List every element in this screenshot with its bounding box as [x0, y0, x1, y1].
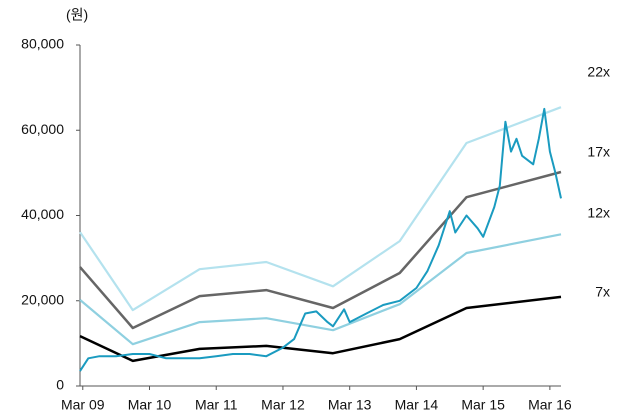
x-tick-label: Mar 16	[528, 397, 572, 413]
y-tick-label: 60,000	[21, 121, 64, 137]
x-tick-label: Mar 11	[195, 397, 238, 413]
y-tick-label: 80,000	[21, 36, 64, 52]
y-tick-label: 0	[56, 377, 64, 393]
y-tick-label: 40,000	[21, 206, 64, 222]
series-label: 12x	[587, 205, 610, 221]
series-line	[79, 295, 562, 363]
series-label: 22x	[587, 64, 610, 80]
y-tick-label: 20,000	[21, 291, 64, 307]
series-line	[79, 106, 562, 312]
series-line	[79, 233, 562, 346]
x-tick-label: Mar 10	[128, 397, 172, 413]
x-tick-label: Mar 14	[395, 397, 439, 413]
x-tick-label: Mar 12	[261, 397, 305, 413]
x-tick-label: Mar 09	[61, 397, 105, 413]
x-tick-label: Mar 15	[461, 397, 505, 413]
series-line	[79, 107, 562, 372]
series-line	[79, 170, 562, 330]
x-tick-label: Mar 13	[328, 397, 372, 413]
series-label: 17x	[587, 144, 610, 160]
y-axis-label: (원)	[66, 7, 88, 23]
series-label: 7x	[595, 284, 610, 300]
